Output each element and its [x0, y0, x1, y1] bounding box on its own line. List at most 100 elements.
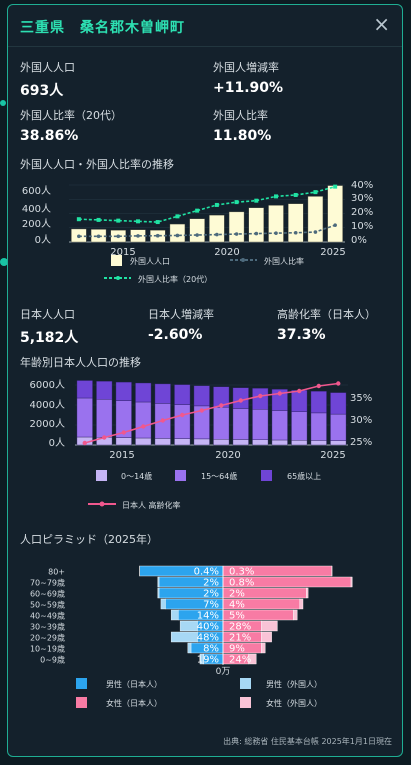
bar-female-foreign [261, 631, 272, 643]
bar-foreign-population [209, 214, 225, 243]
legend-swatch-male-fr [240, 678, 251, 689]
y-tick: 400人 [22, 203, 51, 215]
bar-foreign-population [248, 207, 264, 243]
bar-age-0-14 [310, 440, 327, 446]
female-percent-label: 4% [229, 600, 245, 611]
bar-age-0-14 [115, 437, 132, 446]
female-percent-label: 9% [229, 644, 245, 655]
legend-label: 65歳以上 [287, 471, 321, 481]
legend-marker [241, 258, 245, 262]
legend-label: 日本人 高齢化率 [122, 500, 181, 510]
point-aging-rate [297, 388, 302, 394]
bar-foreign-population [189, 218, 205, 243]
age-group-label: 20~29歳 [30, 633, 65, 643]
bar-age-0-14 [154, 438, 171, 446]
point-aging-rate [336, 381, 341, 386]
bar-female-foreign [306, 587, 309, 599]
point-aging-rate [141, 424, 146, 429]
point-foreign-ratio-20s [76, 217, 81, 222]
point-aging-rate [199, 408, 204, 413]
y-tick: 6000人 [30, 379, 65, 391]
bar-female-foreign [261, 620, 278, 632]
point-foreign-ratio-20s [274, 194, 278, 199]
bar-age-0-14 [213, 438, 230, 446]
bar-age-65 [310, 391, 327, 414]
stat-label: 高齢化率（日本人） [277, 308, 376, 321]
point-aging-rate [121, 430, 126, 435]
legend-label: 男性（日本人） [106, 679, 162, 689]
y-tick: 4000人 [30, 399, 65, 411]
legend-label: 0～14歳 [121, 471, 152, 481]
stat-value: 5,182人 [20, 330, 79, 346]
bar-foreign-population [327, 185, 343, 243]
point-foreign-ratio [136, 234, 140, 238]
point-foreign-ratio [116, 234, 121, 239]
line-foreign-ratio-20s [78, 185, 336, 223]
y2-tick: 25% [350, 437, 372, 448]
point-foreign-ratio-20s [293, 192, 298, 197]
y2-tick: 0% [351, 235, 367, 246]
legend-label: 外国人人口 [130, 256, 170, 266]
point-foreign-ratio [254, 231, 259, 236]
bar-age-15-64 [291, 411, 308, 441]
bar-foreign-population [228, 211, 245, 243]
point-foreign-ratio [274, 231, 278, 235]
y-tick: 2000人 [30, 418, 65, 430]
bar-age-15-64 [330, 413, 347, 441]
bar-female-foreign [261, 642, 266, 654]
chart1-title: 外国人人口・外国人比率の推移 [20, 158, 174, 171]
bar-foreign-population [169, 223, 186, 243]
stat-japanese-population: 日本人人口 5,182人 [20, 306, 78, 347]
x-tick: 2025 [320, 247, 345, 258]
point-foreign-ratio [313, 230, 318, 234]
y2-tick: 35% [350, 393, 372, 404]
info-panel: 三重県 桑名郡木曽岬町 × 外国人人口 693人 外国人増減率 +11.90% … [7, 4, 403, 757]
bar-age-0-14 [193, 438, 210, 446]
age-group-label: 80+ [48, 568, 65, 577]
stat-label: 日本人人口 [20, 308, 75, 321]
point-foreign-ratio [96, 234, 101, 239]
age-group-label: 70~79歳 [30, 578, 65, 588]
age-group-label: 10~19歳 [30, 644, 65, 654]
stat-value: +11.90% [213, 80, 284, 96]
bar-age-65 [174, 384, 191, 405]
y2-tick: 10% [351, 221, 373, 232]
bar-female-foreign [299, 598, 304, 610]
legend-marker [99, 501, 105, 507]
point-foreign-ratio-20s [116, 218, 121, 223]
bar-age-65 [154, 383, 171, 404]
legend-label: 外国人比率 [264, 256, 304, 266]
bar-male-foreign [170, 631, 198, 643]
y-tick: 0人 [49, 437, 65, 449]
point-foreign-ratio [215, 232, 219, 237]
y2-tick: 40% [351, 180, 373, 191]
legend-label: 外国人比率（20代） [138, 274, 212, 284]
male-percent-label: 2% [203, 578, 219, 589]
bar-age-65 [232, 387, 249, 409]
bar-foreign-population [288, 203, 304, 243]
female-percent-label: 0.3% [229, 567, 254, 578]
bar-age-65 [330, 392, 347, 415]
legend-marker [116, 276, 120, 280]
bar-age-0-14 [330, 440, 347, 446]
age-group-label: 30~39歳 [30, 622, 65, 632]
close-icon[interactable]: × [373, 12, 390, 36]
legend-label: 女性（日本人） [106, 698, 162, 708]
legend-swatch-0-14 [96, 470, 107, 481]
female-percent-label: 28% [229, 622, 251, 633]
bar-foreign-population [268, 205, 284, 243]
map-marker-dot [0, 258, 8, 266]
bar-age-65 [193, 385, 210, 407]
female-percent-label: 0.8% [229, 578, 254, 589]
y-tick: 200人 [22, 218, 51, 230]
x-tick: 2025 [320, 450, 345, 461]
point-foreign-ratio-20s [195, 208, 200, 213]
female-percent-label: 2% [229, 589, 245, 600]
point-foreign-ratio-20s [155, 220, 160, 225]
map-marker-dot [0, 100, 6, 106]
x-tick: 2015 [109, 450, 134, 461]
bar-female-foreign [248, 653, 257, 665]
point-foreign-ratio [155, 233, 160, 238]
bar-age-0-14 [174, 438, 191, 446]
point-foreign-ratio-20s [136, 219, 140, 224]
